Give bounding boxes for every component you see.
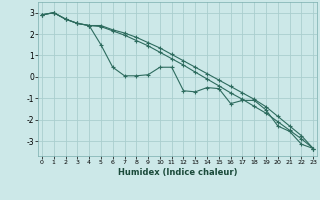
X-axis label: Humidex (Indice chaleur): Humidex (Indice chaleur) bbox=[118, 168, 237, 177]
